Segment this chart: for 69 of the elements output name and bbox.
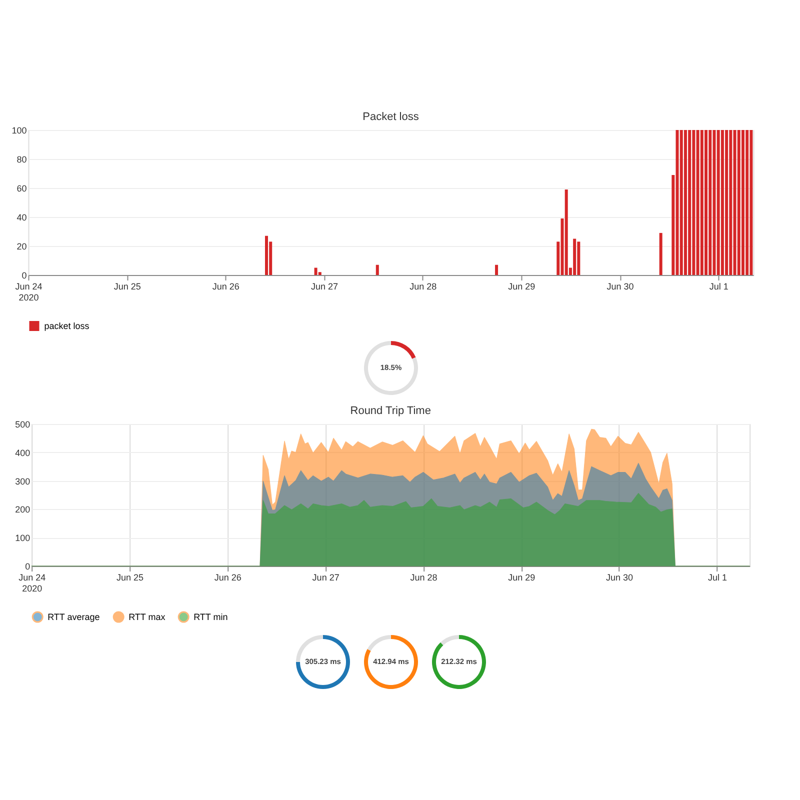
- y-tick-label: 400: [15, 448, 30, 458]
- donut-slice: [367, 635, 391, 651]
- donut-slice: [432, 635, 486, 689]
- bar: [700, 130, 704, 275]
- legend-label: RTT min: [194, 612, 228, 622]
- y-tick-label: 100: [15, 533, 30, 544]
- bar: [680, 130, 683, 275]
- bar: [692, 130, 696, 275]
- donut-slice: [296, 635, 350, 689]
- bar: [564, 189, 568, 275]
- bar: [725, 130, 728, 275]
- bar: [676, 130, 679, 275]
- x-tick-label: Jun 26: [214, 572, 242, 582]
- bar: [708, 130, 712, 275]
- bar: [750, 130, 753, 275]
- x-tick-label: Jun 30: [606, 282, 634, 292]
- y-tick-label: 200: [15, 504, 30, 515]
- bar: [720, 130, 724, 275]
- bar: [573, 238, 576, 275]
- x-tick-label: Jun 28: [410, 282, 437, 292]
- bar: [704, 130, 708, 275]
- bar: [733, 130, 736, 275]
- x-tick-label: Jul 1: [708, 572, 727, 582]
- bar: [716, 130, 720, 275]
- bar: [318, 272, 322, 275]
- donut-slice: [364, 635, 418, 689]
- bar: [712, 130, 716, 275]
- y-tick-label: 300: [15, 476, 30, 486]
- y-tick-label: 100: [12, 126, 27, 136]
- legend-label: packet loss: [44, 321, 90, 331]
- bar: [746, 130, 749, 275]
- chart-title: Packet loss: [362, 111, 420, 123]
- bar: [688, 130, 692, 275]
- x-tick-label: Jun 24 2020: [18, 572, 46, 594]
- bar: [376, 264, 379, 275]
- y-tick-label: 0: [22, 270, 27, 280]
- x-tick-label: Jul 1: [709, 282, 728, 292]
- y-tick-label: 40: [16, 212, 27, 222]
- x-tick-label: Jun 27: [312, 572, 340, 582]
- x-tick-label: Jun 24 2020: [15, 282, 42, 302]
- x-tick-label: Jun 26: [212, 282, 240, 292]
- x-tick-label: Jun 29: [508, 572, 536, 582]
- x-tick-label: Jun 30: [606, 572, 634, 582]
- bar: [729, 130, 732, 275]
- x-tick-label: Jun 29: [508, 282, 536, 292]
- chart-title: Round Trip Time: [350, 405, 431, 417]
- y-tick-label: 80: [16, 154, 27, 164]
- bar: [684, 130, 687, 275]
- y-tick-label: 60: [16, 184, 27, 194]
- legend-label: RTT average: [48, 612, 100, 622]
- bar: [696, 130, 700, 275]
- bar: [577, 242, 580, 275]
- bar: [495, 264, 498, 275]
- donut-slice: [364, 341, 418, 395]
- bar: [314, 268, 318, 275]
- y-tick-label: 20: [16, 242, 27, 252]
- x-tick-label: Jun 28: [410, 572, 438, 582]
- legend-label: RTT max: [128, 612, 166, 622]
- y-tick-label: 500: [15, 420, 30, 430]
- bar: [741, 130, 744, 275]
- donut-slice: [440, 635, 459, 646]
- bar: [737, 130, 740, 275]
- x-tick-label: Jun 25: [116, 572, 144, 582]
- bar: [264, 236, 268, 275]
- x-tick-label: Jun 25: [114, 282, 141, 292]
- donut-slice: [391, 341, 416, 359]
- y-tick-label: 0: [25, 562, 30, 572]
- bar: [659, 232, 662, 275]
- x-tick-label: Jun 27: [310, 282, 338, 292]
